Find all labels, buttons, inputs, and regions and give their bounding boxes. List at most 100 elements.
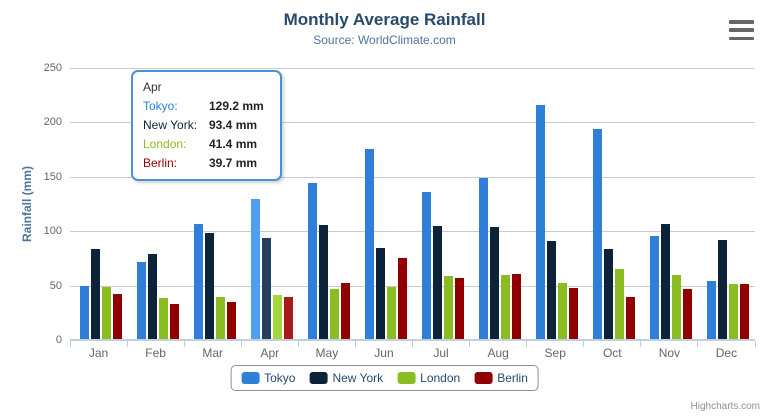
bar-new-york-oct[interactable] (604, 249, 614, 340)
bar-london-jan[interactable] (101, 286, 111, 340)
x-axis-label-aug: Aug (487, 346, 509, 360)
bar-new-york-dec[interactable] (718, 239, 728, 340)
bar-tokyo-aug[interactable] (479, 178, 489, 340)
legend-label-berlin: Berlin (497, 371, 528, 385)
bar-tokyo-oct[interactable] (593, 128, 603, 340)
bar-berlin-apr[interactable] (283, 296, 293, 340)
bar-berlin-feb[interactable] (169, 303, 179, 340)
bar-berlin-jan[interactable] (112, 293, 122, 340)
bar-london-feb[interactable] (158, 297, 168, 340)
credits-link[interactable]: Highcharts.com (690, 401, 760, 412)
bar-new-york-sep[interactable] (547, 240, 557, 340)
x-axis-tick (754, 341, 756, 347)
bar-new-york-apr[interactable] (261, 238, 271, 340)
y-axis-label-200: 200 (43, 116, 62, 129)
tooltip-row-london: London: 41.4 mm (143, 135, 270, 154)
x-axis-ticks (69, 340, 756, 347)
bar-berlin-jul[interactable] (455, 277, 464, 340)
x-axis-tick (412, 341, 413, 347)
bar-new-york-jul[interactable] (433, 225, 442, 340)
gridline-150 (70, 176, 755, 178)
x-axis-label-jul: Jul (433, 346, 449, 360)
legend-item-berlin[interactable]: Berlin (474, 371, 528, 385)
bar-tokyo-jun[interactable] (364, 148, 374, 340)
bar-tokyo-jan[interactable] (79, 285, 89, 340)
bar-tokyo-apr[interactable] (250, 199, 260, 340)
bar-berlin-mar[interactable] (226, 302, 236, 340)
legend-item-new-york[interactable]: New York (309, 371, 383, 385)
bar-berlin-aug[interactable] (512, 274, 522, 340)
y-axis-labels: 0 50 100 150 200 250 (0, 62, 62, 346)
bar-group-nov (643, 68, 700, 340)
x-axis-label-nov: Nov (658, 346, 681, 360)
tooltip-series-value: 39.7 mm (209, 156, 258, 170)
bar-london-apr[interactable] (272, 294, 282, 340)
bar-berlin-sep[interactable] (569, 288, 579, 340)
bar-group-mar (186, 68, 243, 340)
x-axis-tick (126, 341, 128, 347)
bar-berlin-nov[interactable] (683, 289, 693, 340)
bar-berlin-oct[interactable] (626, 297, 636, 340)
bar-new-york-aug[interactable] (490, 226, 500, 340)
bar-new-york-mar[interactable] (204, 232, 214, 340)
bar-london-dec[interactable] (729, 284, 739, 340)
bar-series-container (70, 68, 755, 340)
gridline-200 (70, 122, 755, 124)
tooltip-series-value: 93.4 mm (209, 118, 258, 132)
x-axis-labels: Jan Feb Mar Apr May Jun Jul Aug Sep Oct Nov Dec (70, 346, 755, 362)
bar-group-may (300, 68, 357, 340)
x-axis-tick (183, 341, 185, 347)
x-axis-label-may: May (315, 346, 339, 360)
bar-london-aug[interactable] (501, 275, 511, 340)
bar-tokyo-dec[interactable] (707, 280, 717, 340)
x-axis-label-oct: Oct (602, 346, 622, 360)
hamburger-icon (729, 36, 754, 40)
y-axis-label-250: 250 (43, 62, 62, 74)
legend-swatch-tokyo (241, 372, 260, 384)
bar-london-sep[interactable] (558, 283, 568, 340)
legend-label-london: London (420, 371, 461, 385)
bar-new-york-nov[interactable] (661, 224, 671, 340)
tooltip: Apr Tokyo: 129.2 mm New York: 93.4 mm London… (131, 70, 282, 181)
bar-berlin-may[interactable] (340, 282, 350, 340)
bar-tokyo-sep[interactable] (536, 104, 546, 340)
bar-tokyo-jul[interactable] (422, 192, 431, 340)
x-axis-tick (526, 341, 528, 347)
export-menu-button[interactable] (729, 19, 754, 41)
bar-new-york-jun[interactable] (375, 248, 385, 340)
bar-london-jun[interactable] (386, 287, 396, 340)
bar-berlin-jun[interactable] (397, 257, 407, 340)
bar-new-york-may[interactable] (318, 224, 328, 340)
tooltip-series-label: Tokyo: (143, 99, 178, 113)
x-axis-tick (469, 341, 471, 347)
y-axis-label-0: 0 (55, 334, 62, 346)
bar-london-may[interactable] (329, 288, 339, 340)
x-axis-tick (640, 341, 642, 347)
tooltip-series-label: London: (143, 137, 187, 151)
plot-area (69, 68, 756, 347)
bar-group-aug (472, 68, 529, 340)
x-axis-label-jan: Jan (88, 346, 109, 360)
x-axis-label-apr: Apr (260, 346, 280, 360)
x-axis-line (70, 339, 755, 341)
bar-new-york-jan[interactable] (90, 249, 100, 340)
bar-london-mar[interactable] (215, 297, 225, 340)
bar-tokyo-may[interactable] (307, 183, 317, 340)
bar-london-oct[interactable] (615, 269, 625, 340)
bar-tokyo-nov[interactable] (650, 236, 660, 340)
tooltip-series-value: 41.4 mm (209, 137, 258, 151)
bar-tokyo-mar[interactable] (193, 224, 203, 340)
bar-london-jul[interactable] (444, 275, 453, 340)
x-axis-tick (297, 341, 299, 347)
gridline-250 (70, 68, 755, 69)
bar-group-oct (586, 68, 643, 340)
x-axis-tick (583, 341, 585, 347)
bar-london-nov[interactable] (672, 275, 682, 340)
bar-new-york-feb[interactable] (147, 254, 157, 340)
legend-item-london[interactable]: London (397, 371, 460, 385)
legend-item-tokyo[interactable]: Tokyo (241, 371, 295, 385)
bar-tokyo-feb[interactable] (136, 262, 146, 340)
bar-berlin-dec[interactable] (740, 284, 750, 340)
x-axis-tick (240, 341, 242, 347)
